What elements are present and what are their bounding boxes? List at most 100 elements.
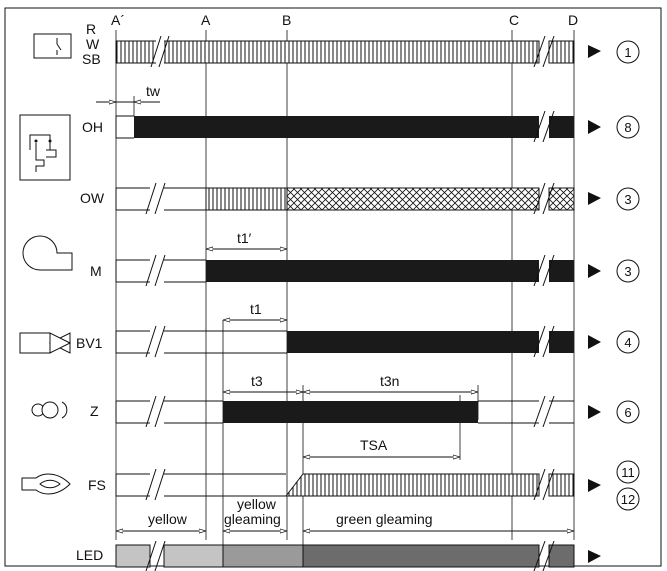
flame-icon xyxy=(21,473,71,495)
fs-circle-1 xyxy=(616,460,640,484)
column-d: D xyxy=(568,12,578,28)
tw-label: tw xyxy=(146,83,161,99)
fs-signal-bar xyxy=(284,473,540,497)
m-arrow-right-icon xyxy=(588,264,601,278)
t3n-label: t3n xyxy=(380,373,399,389)
row-m: M t1′ 3 xyxy=(22,230,640,287)
ow-circle-number: 3 xyxy=(624,192,631,207)
led-break-mark xyxy=(145,540,166,571)
bv1-break-mark xyxy=(145,325,166,358)
column-a: A xyxy=(201,12,211,28)
z-break-mark-2 xyxy=(533,395,555,428)
m-label: M xyxy=(90,263,102,279)
oh-circle-number: 8 xyxy=(624,120,631,135)
column-c: C xyxy=(509,12,519,28)
t3-label: t3 xyxy=(251,373,263,389)
oh-label: OH xyxy=(82,119,103,135)
fs-circle-2 xyxy=(616,487,640,511)
led-phase-labels: yellow yellow gleaming green gleaming xyxy=(116,496,574,531)
t1-prime-label: t1′ xyxy=(237,230,252,246)
rw-circle xyxy=(616,40,640,64)
m-signal-bar-end xyxy=(549,260,574,282)
led-arrow-left-icon xyxy=(588,550,601,563)
z-arrow-right-icon xyxy=(588,405,601,419)
oh-signal-bar xyxy=(134,116,539,138)
vertical-guides xyxy=(115,30,575,565)
z-label: Z xyxy=(90,403,99,419)
row-ow: OW 3 xyxy=(80,182,640,215)
rw-break-mark xyxy=(533,35,555,68)
valve-icon xyxy=(19,332,72,354)
fs-label: FS xyxy=(88,477,106,493)
t1-label: t1 xyxy=(250,301,262,317)
m-circle xyxy=(616,259,640,283)
led-yellow-seg-1 xyxy=(115,544,151,568)
oh-symbol-icon xyxy=(19,114,71,181)
led-phase-yellow-gleaming-1: yellow xyxy=(237,496,277,512)
ow-signal-crosshatch-end xyxy=(548,187,575,211)
fs-arrow-left-icon xyxy=(588,479,601,492)
m-signal-bar xyxy=(206,260,539,282)
rw-label-sb: SB xyxy=(82,51,101,67)
fs-signal-bar-end xyxy=(548,473,575,497)
tsa-label: TSA xyxy=(360,437,388,453)
z-circle xyxy=(616,400,640,424)
row-bv1: BV1 t1 4 xyxy=(19,301,640,358)
led-phase-yellow: yellow xyxy=(148,511,188,527)
m-break-mark-2 xyxy=(533,254,555,287)
row-led: LED xyxy=(76,540,601,571)
ow-signal-hatch xyxy=(205,187,288,211)
led-yellow-seg-2 xyxy=(163,544,224,568)
tsa-interval: TSA xyxy=(303,437,460,457)
bv1-circle-number: 4 xyxy=(624,335,631,350)
rw-signal-bar xyxy=(115,40,540,64)
oh-break-mark xyxy=(533,110,555,143)
oh-circle xyxy=(616,115,640,139)
rw-circle-number: 1 xyxy=(624,45,631,60)
motor-icon xyxy=(22,235,73,271)
z-circle-number: 6 xyxy=(624,405,631,420)
column-a-prime: A´ xyxy=(111,12,125,28)
m-circle-number: 3 xyxy=(624,264,631,279)
row-rw: R W SB 1 xyxy=(33,21,640,68)
z-break-mark xyxy=(145,395,166,428)
rw-symbol-icon xyxy=(33,33,72,59)
rw-label-w: W xyxy=(86,36,100,52)
bv1-signal-bar xyxy=(287,331,539,353)
bv1-arrow-right-icon xyxy=(588,335,601,349)
ow-circle xyxy=(616,187,640,211)
led-phase-yellow-gleaming-2: gleaming xyxy=(224,511,281,527)
row-fs: FS 11 12 xyxy=(21,460,640,511)
ow-break-mark xyxy=(145,182,166,215)
ow-break-mark-2 xyxy=(533,182,555,215)
fs-break-mark xyxy=(145,468,166,501)
ow-label: OW xyxy=(80,190,105,206)
bv1-circle xyxy=(616,330,640,354)
led-label: LED xyxy=(76,547,103,563)
led-yellow-gleaming-seg xyxy=(222,544,304,568)
row-z: Z t3 t3n 6 xyxy=(31,373,640,428)
bv1-signal-bar-end xyxy=(549,331,574,353)
bv1-label: BV1 xyxy=(76,335,103,351)
fs-break-mark-2 xyxy=(533,468,555,501)
led-green-gleaming-seg xyxy=(302,544,540,568)
rw-break-mark-2 xyxy=(150,35,170,68)
oh-arrow-right-icon xyxy=(588,120,601,134)
led-break-mark-2 xyxy=(533,540,555,571)
z-signal-bar xyxy=(223,401,478,423)
bv1-break-mark-2 xyxy=(533,325,555,358)
ow-signal-crosshatch xyxy=(286,187,540,211)
fs-circle-number-1: 11 xyxy=(621,465,635,480)
rw-signal-bar-end xyxy=(548,40,575,64)
ow-arrow-left-icon xyxy=(588,192,601,205)
oh-signal-bar-end xyxy=(549,116,574,138)
led-phase-green-gleaming: green gleaming xyxy=(336,511,433,527)
row-oh: OH tw 8 xyxy=(19,83,640,181)
led-green-gleaming-seg-end xyxy=(548,544,575,568)
rw-label-r: R xyxy=(86,21,96,37)
rw-arrow-left-icon xyxy=(588,45,601,58)
ignition-icon xyxy=(31,401,68,419)
column-b: B xyxy=(282,12,291,28)
